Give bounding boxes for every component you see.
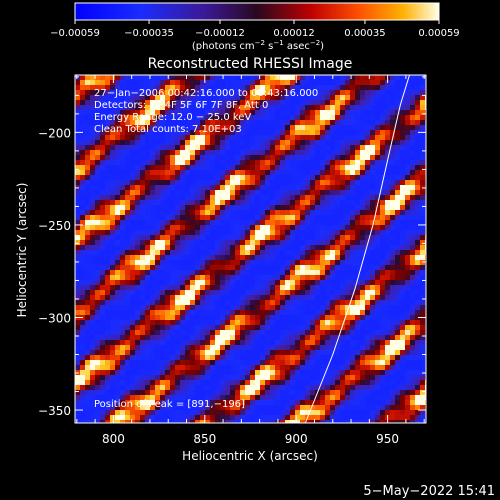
- annotation-line: Detectors: 3F 4F 5F 6F 7F 8F, Att 0: [94, 100, 268, 111]
- chart-title: Reconstructed RHESSI Image: [148, 56, 353, 72]
- y-tick-label: −200: [38, 126, 71, 140]
- colorbar: [74, 2, 440, 21]
- annotation-line: Clean Total counts: 7.10E+03: [94, 124, 242, 135]
- x-tick-label: 900: [285, 432, 308, 446]
- solar-limb-curve: [304, 75, 410, 423]
- annotation-line: 27−Jan−2006 00:42:16.000 to 00:43:16.000: [94, 88, 318, 99]
- axes: 800 850 900 950 −200 −250 −300 −350: [38, 75, 426, 446]
- footer-date: 5−May−2022 15:41: [363, 484, 495, 499]
- annotation-line: Energy Range: 12.0 − 25.0 keV: [94, 112, 251, 123]
- x-axis-label: Heliocentric X (arcsec): [182, 449, 318, 463]
- colorbar-tick-label: 0.00012: [273, 28, 314, 39]
- y-axis-label: Heliocentric Y (arcsec): [15, 183, 29, 318]
- colorbar-tick-label: 0.00035: [344, 28, 385, 39]
- annotation-block: 27−Jan−2006 00:42:16.000 to 00:43:16.000…: [94, 88, 318, 135]
- x-tick-label: 850: [193, 432, 216, 446]
- x-tick-label: 950: [376, 432, 399, 446]
- y-tick-label: −300: [38, 311, 71, 325]
- colorbar-tick-label: −0.00012: [195, 28, 245, 39]
- colorbar-units: (photons cm−2 s−1 asec−2): [192, 39, 324, 52]
- colorbar-tick-label: 0.00059: [418, 28, 459, 39]
- y-tick-label: −350: [38, 404, 71, 418]
- colorbar-tick-label: −0.00035: [124, 28, 174, 39]
- y-tick-label: −250: [38, 219, 71, 233]
- plot-frame: [74, 74, 427, 424]
- heatmap-image: [75, 75, 426, 423]
- colorbar-tick-label: −0.00059: [50, 28, 100, 39]
- x-tick-label: 800: [102, 432, 125, 446]
- colorbar-ticks: −0.00059 −0.00035 −0.00012 0.00012 0.00035 0.…: [50, 20, 460, 39]
- peak-position-label: Position of Peak = [891,−196]: [94, 399, 245, 410]
